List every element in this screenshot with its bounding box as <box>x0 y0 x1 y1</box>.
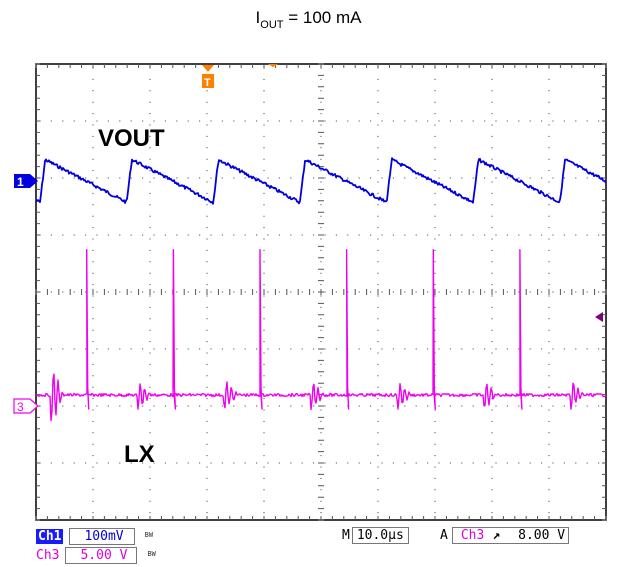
trigger-offset-tick <box>268 64 278 67</box>
vout-trace <box>35 157 607 205</box>
ch1-marker-label: 1 <box>17 175 24 189</box>
ch3-status[interactable]: Ch3 5.00 V BW <box>36 546 156 564</box>
lx-trace <box>35 249 607 422</box>
ch1-scale[interactable]: 100mV <box>69 528 135 545</box>
timebase-status[interactable]: M 10.0µs <box>342 527 409 544</box>
trigger-level: 8.00 V <box>518 528 566 543</box>
graticule <box>35 63 607 521</box>
trigger-prefix: A <box>440 528 448 543</box>
timebase-prefix: M <box>342 528 350 543</box>
ch1-marker[interactable]: 1 <box>14 174 38 189</box>
lx-label: LX <box>124 441 155 468</box>
ch3-bw-limit: BW <box>147 550 156 558</box>
ch3-tag[interactable]: Ch3 <box>36 548 60 563</box>
vout-label: VOUT <box>98 125 165 152</box>
trigger-marker-label: T <box>204 77 211 89</box>
trigger-source: Ch3 <box>460 528 485 543</box>
trigger-settings[interactable]: Ch3 ↗ 8.00 V <box>451 527 570 544</box>
ch3-marker-label: 3 <box>17 400 24 414</box>
chart-title: IOUT = 100 mA <box>255 8 362 31</box>
ch3-scale[interactable]: 5.00 V <box>65 547 138 564</box>
grid-dots <box>35 63 607 521</box>
ch3-marker[interactable]: 3 <box>13 398 39 414</box>
ch1-status[interactable]: Ch1 100mV BW <box>36 527 154 545</box>
ch1-bw-limit: BW <box>144 531 154 539</box>
trigger-status[interactable]: A Ch3 ↗ 8.00 V <box>440 527 570 544</box>
trigger-position-marker[interactable]: T <box>202 65 214 89</box>
timebase-value[interactable]: 10.0µs <box>351 527 409 544</box>
trigger-level-marker[interactable] <box>595 312 603 322</box>
ch1-tag[interactable]: Ch1 <box>36 529 64 544</box>
trigger-slope-icon: ↗ <box>492 528 501 543</box>
